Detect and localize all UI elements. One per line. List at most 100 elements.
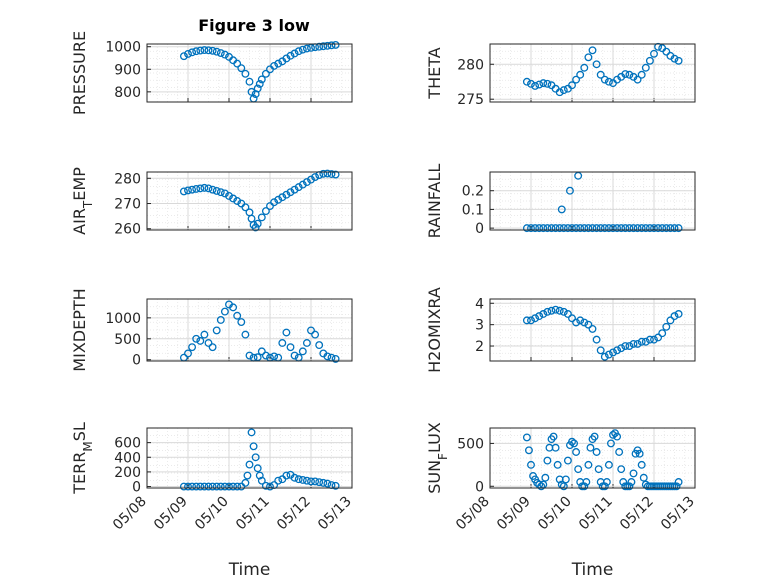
data-point: [604, 77, 613, 86]
data-point: [609, 348, 617, 357]
data-point: [200, 46, 209, 55]
data-point: [233, 59, 242, 68]
data-point: [621, 342, 630, 350]
data-point: [604, 224, 613, 233]
data-point: [249, 442, 258, 451]
data-point: [629, 339, 638, 348]
data-point: [229, 482, 238, 491]
data-point: [570, 439, 578, 448]
data-point: [641, 337, 650, 346]
data-point: [216, 49, 225, 57]
data-point: [602, 478, 611, 486]
data-point: [220, 307, 229, 316]
data-point: [229, 303, 238, 312]
data-point: [323, 479, 332, 488]
data-point: [580, 224, 589, 233]
y-tick-label: 400: [114, 450, 141, 466]
data-point: [220, 189, 229, 198]
data-point: [522, 77, 531, 86]
data-point: [563, 224, 572, 233]
data-point: [670, 312, 679, 321]
data-point: [200, 330, 209, 339]
data-point: [257, 75, 266, 84]
data-point: [290, 185, 299, 194]
data-point: [298, 347, 307, 356]
data-point: [658, 329, 667, 338]
data-point: [572, 448, 581, 456]
y-tick-label: 1000: [105, 311, 141, 327]
data-point: [243, 471, 252, 480]
data-point: [531, 81, 540, 90]
y-axis-label: THETA: [425, 47, 444, 99]
y-tick-label: 0: [132, 480, 141, 496]
data-point: [225, 482, 233, 491]
data-point: [184, 49, 192, 58]
data-point: [549, 432, 558, 441]
data-point: [294, 47, 303, 56]
subplot-3: 260 270 280 AIRTEMP: [70, 167, 353, 238]
data-point: [307, 477, 315, 486]
data-point: [290, 351, 299, 360]
data-point: [525, 446, 533, 455]
data-point: [650, 49, 658, 58]
data-point: [286, 343, 295, 352]
data-point: [192, 184, 201, 193]
data-point: [588, 46, 597, 55]
data-point: [216, 188, 225, 197]
subplot-4: 0 0.1 0.2 RAINFALL: [425, 164, 696, 238]
data-point: [331, 170, 340, 179]
y-tick-label: 280: [114, 171, 141, 187]
data-point: [568, 437, 576, 446]
data-point: [216, 482, 225, 491]
data-point: [559, 86, 568, 95]
data-point: [535, 80, 544, 89]
data-point: [637, 460, 646, 469]
data-point: [294, 475, 303, 484]
y-tick-label: 0.1: [462, 202, 484, 218]
data-point: [588, 324, 597, 333]
data-point: [212, 482, 221, 491]
data-point: [241, 69, 250, 78]
data-point: [196, 46, 205, 55]
data-point: [261, 351, 270, 360]
y-tick-label: 0: [475, 221, 484, 237]
data-point: [674, 56, 683, 65]
data-point: [204, 482, 213, 491]
data-point: [196, 336, 205, 345]
data-point: [537, 482, 546, 491]
data-point: [617, 344, 626, 353]
data-point: [650, 224, 658, 233]
y-tick-label: 600: [114, 436, 141, 452]
data-point: [245, 77, 254, 86]
data-point: [568, 314, 576, 323]
data-point: [196, 482, 205, 491]
data-point: [584, 53, 593, 62]
data-point: [641, 63, 650, 72]
data-point: [572, 224, 581, 233]
data-point: [311, 477, 320, 486]
data-point: [311, 173, 320, 181]
y-tick-label: 0: [132, 353, 141, 369]
data-point: [535, 312, 544, 321]
data-point: [220, 482, 229, 491]
data-point: [188, 185, 197, 194]
data-point: [670, 224, 679, 233]
data-point: [572, 75, 581, 84]
data-point: [315, 478, 324, 487]
data-point: [302, 178, 311, 187]
data-point: [216, 315, 225, 324]
data-point: [580, 63, 589, 72]
data-point: [609, 430, 617, 439]
data-point: [594, 465, 603, 474]
data-point: [613, 224, 622, 233]
data-point: [192, 47, 201, 56]
data-point: [576, 316, 585, 325]
data-point: [282, 190, 291, 199]
data-point: [662, 224, 671, 233]
data-point: [179, 482, 188, 491]
data-point: [327, 170, 336, 178]
data-point: [255, 79, 264, 88]
data-point: [670, 54, 679, 63]
data-point: [294, 183, 303, 192]
data-point: [563, 456, 572, 465]
